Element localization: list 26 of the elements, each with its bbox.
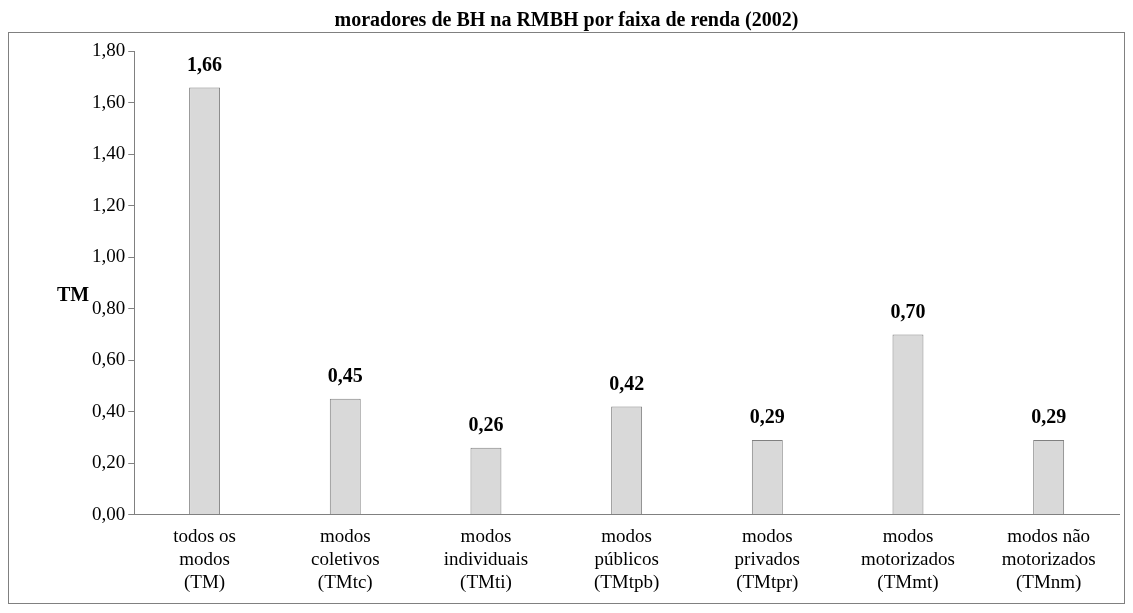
x-tick-label: modos individuais (TMti) (443, 524, 529, 593)
data-label: 0,42 (609, 371, 645, 394)
x-tick-label: modos coletivos (TMtc) (310, 524, 380, 593)
y-tick-label: 1,00 (92, 245, 126, 267)
data-label: 0,45 (327, 363, 363, 386)
data-label: 0,29 (1031, 405, 1067, 428)
x-tick-label: modos públicos (TMtpb) (593, 524, 660, 593)
y-tick-label: 1,20 (92, 193, 126, 215)
y-tick-label: 1,80 (92, 39, 126, 61)
data-label: 1,66 (187, 52, 223, 75)
y-tick-label: 0,40 (92, 399, 126, 421)
y-tick-label: 1,40 (92, 142, 126, 164)
y-tick-label: 1,60 (92, 90, 126, 112)
data-label: 0,26 (468, 412, 504, 435)
data-label: 0,29 (749, 405, 785, 428)
y-tick-label: 0,60 (92, 348, 126, 370)
y-axis-title: TM (57, 283, 90, 306)
y-tick-label: 0,00 (92, 502, 126, 524)
chart-title: moradores de BH na RMBH por faixa de renda (2002) (333, 8, 800, 32)
data-label: 0,70 (890, 299, 926, 322)
x-tick-label: modos motorizados (TMmt) (861, 524, 955, 593)
y-tick-label: 0,20 (92, 451, 126, 473)
x-tick-label: todos os modos (TM) (173, 524, 236, 593)
x-tick-label: modos privados (TMtpr) (734, 524, 801, 593)
x-tick-label: modos não motorizados (TMnm) (1001, 524, 1096, 593)
y-tick-label: 0,80 (92, 296, 126, 318)
